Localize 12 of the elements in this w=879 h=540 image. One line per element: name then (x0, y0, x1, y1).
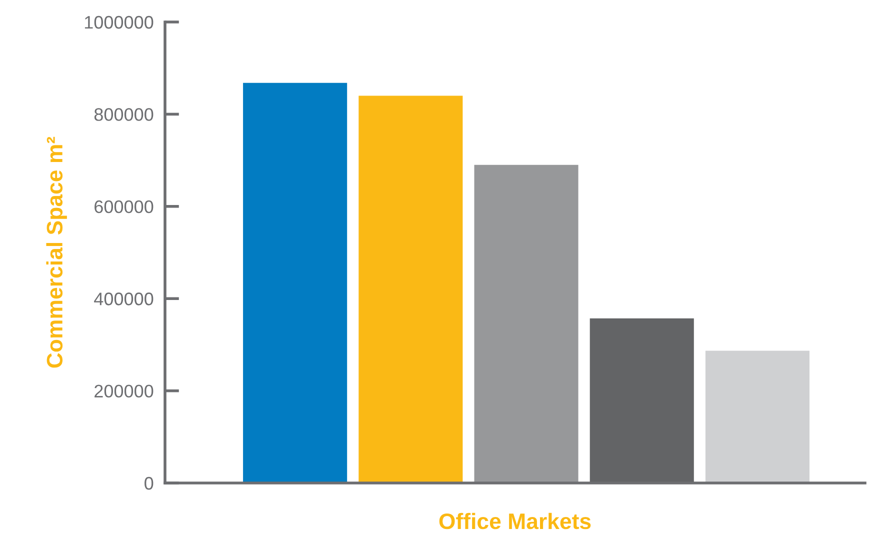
bar (243, 82, 348, 483)
y-axis-title: Commercial Space m² (46, 136, 67, 368)
bar (358, 96, 463, 483)
y-tick-label: 800000 (94, 108, 154, 121)
x-axis-title: Office Markets (439, 512, 591, 530)
y-tick-label: 1000000 (84, 16, 154, 29)
bar (474, 164, 578, 483)
y-tick-label: 200000 (94, 384, 154, 398)
y-tick-label: 0 (144, 476, 154, 490)
y-tick-label: 600000 (94, 200, 154, 214)
bar (705, 350, 810, 483)
y-tick-label: 400000 (94, 292, 154, 306)
